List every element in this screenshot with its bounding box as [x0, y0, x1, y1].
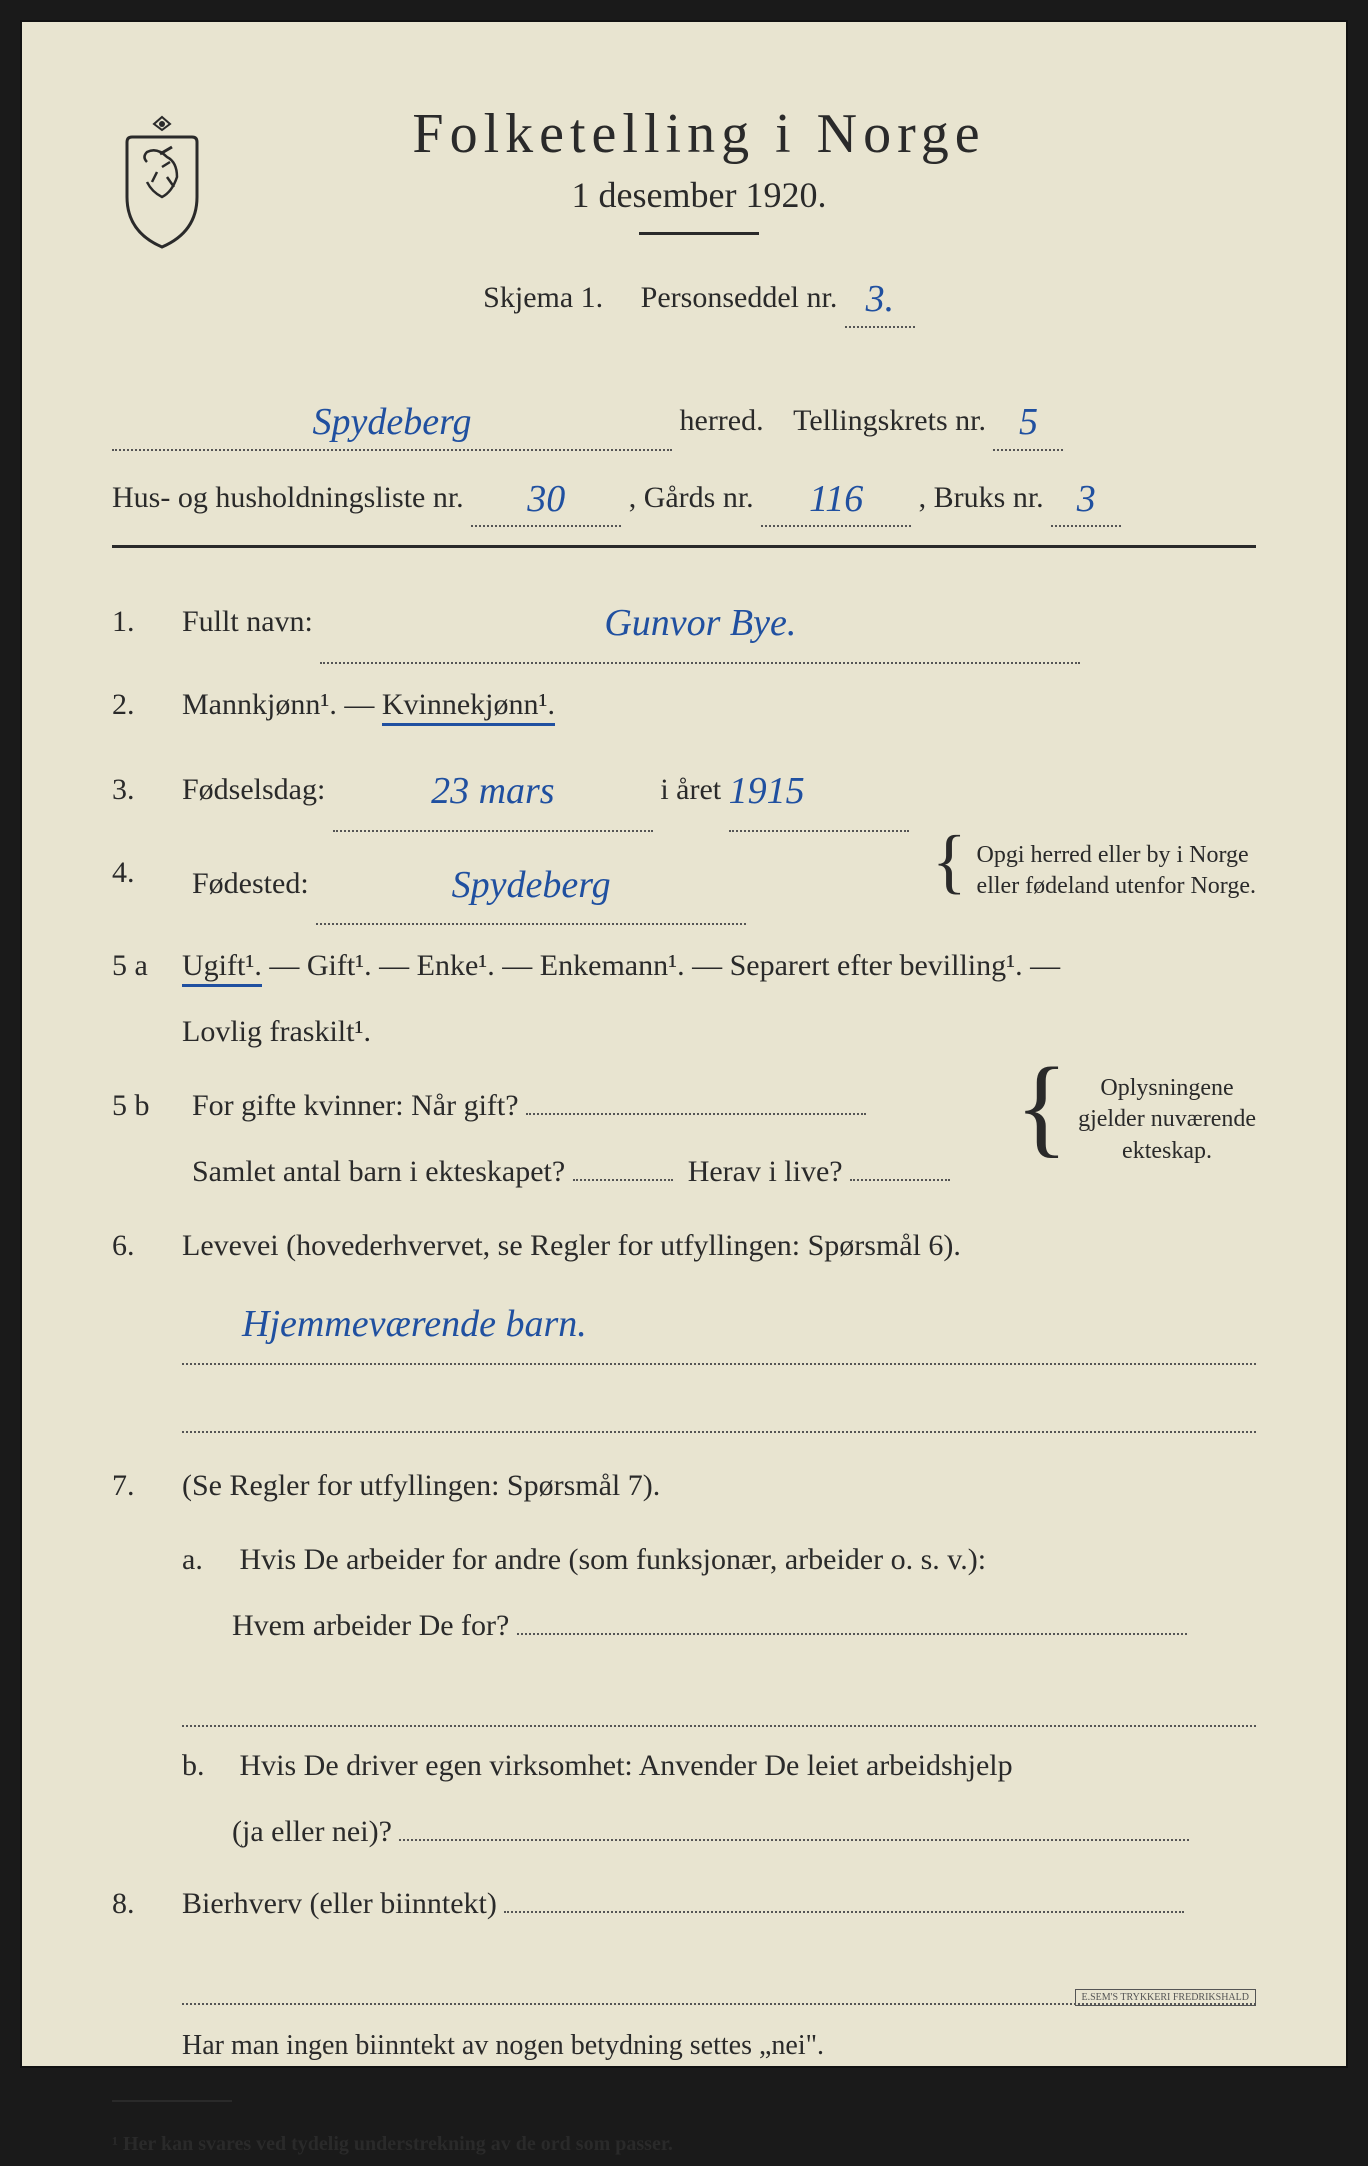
hus-nr: 30 [527, 478, 565, 520]
q5b: 5 b For gifte kvinner: Når gift? Samlet … [112, 1073, 1256, 1205]
q8: 8. Bierhverv (eller biinntekt) [112, 1871, 1256, 2005]
subtitle: 1 desember 1920. [242, 174, 1156, 216]
q5a-separert: Separert efter bevilling¹. [730, 949, 1023, 982]
q6: 6. Levevei (hovederhvervet, se Regler fo… [112, 1213, 1256, 1433]
divider [112, 545, 1256, 548]
q5b-l2: Samlet antal barn i ekteskapet? [192, 1155, 565, 1188]
q5a: 5 a Ugift¹. — Gift¹. — Enke¹. — Enkemann… [112, 933, 1256, 1065]
q2-num: 2. [112, 672, 182, 738]
q6-label: Levevei (hovederhvervet, se Regler for u… [182, 1229, 961, 1262]
q3-label: Fødselsdag: [182, 773, 325, 806]
q4-num: 4. [112, 840, 182, 906]
q7b-label2: (ja eller nei)? [182, 1815, 392, 1848]
q1: 1. Fullt navn: Gunvor Bye. [112, 578, 1256, 664]
brace-icon: { [932, 840, 967, 883]
q3-year: 1915 [729, 770, 805, 812]
q5a-num: 5 a [112, 933, 182, 999]
title-block: Folketelling i Norge 1 desember 1920. Sk… [242, 102, 1256, 348]
form-body: 1. Fullt navn: Gunvor Bye. 2. Mannkjønn¹… [112, 578, 1256, 2166]
title-rule [639, 232, 759, 235]
coat-of-arms-icon [112, 112, 212, 252]
q4-note: Opgi herred eller by i Norge eller fødel… [977, 840, 1256, 902]
q7b-label: Hvis De driver egen virksomhet: Anvender… [240, 1749, 1013, 1782]
q6-value: Hjemmeværende barn. [182, 1303, 587, 1345]
q5a-enke: Enke¹. [417, 949, 495, 982]
footnote-rule [112, 2100, 232, 2102]
q7a-letter: a. [182, 1527, 232, 1593]
bruks-nr: 3 [1077, 478, 1096, 520]
q8-num: 8. [112, 1871, 182, 1937]
herred-line: Spydeberg herred. Tellingskrets nr. 5 [112, 388, 1256, 451]
printer-mark: E.SEM'S TRYKKERI FREDRIKSHALD [1075, 1989, 1256, 2006]
q5a-ugift: Ugift¹. [182, 949, 262, 987]
footnote: ¹ Her kan svares ved tydelig understrekn… [112, 2122, 1256, 2166]
q5a-gift: Gift¹. [307, 949, 372, 982]
krets-nr: 5 [1019, 401, 1038, 443]
slip-number: 3. [866, 278, 895, 320]
q7b: b. Hvis De driver egen virksomhet: Anven… [182, 1733, 1256, 1865]
q1-label: Fullt navn: [182, 605, 313, 638]
main-title: Folketelling i Norge [242, 102, 1156, 166]
q1-num: 1. [112, 589, 182, 655]
q2-male: Mannkjønn¹. [182, 688, 337, 721]
hus-label: Hus- og husholdningsliste nr. [112, 481, 464, 514]
footer-note: Har man ingen biinntekt av nogen betydni… [182, 2015, 1256, 2077]
q7a-label2: Hvem arbeider De for? [182, 1609, 509, 1642]
form-label: Skjema 1. [483, 281, 603, 314]
q7a: a. Hvis De arbeider for andre (som funks… [182, 1527, 1256, 1727]
q2-female: Kvinnekjønn¹. [382, 688, 555, 726]
herred-value: Spydeberg [313, 401, 472, 443]
q8-label: Bierhverv (eller biinntekt) [182, 1887, 497, 1920]
krets-label: Tellingskrets nr. [793, 404, 986, 437]
q3: 3. Fødselsdag: 23 mars i året 1915 [112, 746, 1256, 832]
q3-day: 23 mars [431, 770, 555, 812]
hus-line: Hus- og husholdningsliste nr. 30 , Gårds… [112, 465, 1256, 528]
slip-label: Personseddel nr. [641, 281, 838, 314]
q7: 7. (Se Regler for utfyllingen: Spørsmål … [112, 1453, 1256, 1519]
q2: 2. Mannkjønn¹. — Kvinnekjønn¹. [112, 672, 1256, 738]
q1-value: Gunvor Bye. [604, 602, 796, 644]
q4-label: Fødested: [192, 867, 309, 900]
q7b-letter: b. [182, 1733, 232, 1799]
q4: 4. Fødested: Spydeberg { Opgi herred ell… [112, 840, 1256, 926]
meta-block: Skjema 1. Personseddel nr. 3. [242, 265, 1156, 328]
q5b-num: 5 b [112, 1073, 182, 1139]
census-form-page: Folketelling i Norge 1 desember 1920. Sk… [20, 20, 1348, 2068]
bruks-label: , Bruks nr. [919, 481, 1044, 514]
q4-value: Spydeberg [452, 864, 611, 906]
q5b-note: Oplysningene gjelder nuværende ekteskap. [1078, 1073, 1256, 1167]
q3-mid: i året [660, 773, 721, 806]
q5a-fraskilt: Lovlig fraskilt¹. [182, 1015, 371, 1048]
brace-icon: { [1015, 1073, 1068, 1139]
q6-num: 6. [112, 1213, 182, 1279]
gards-nr: 116 [809, 478, 863, 520]
q7-label: (Se Regler for utfyllingen: Spørsmål 7). [182, 1453, 1256, 1519]
herred-label: herred. [680, 404, 764, 437]
q7-num: 7. [112, 1453, 182, 1519]
q5b-l3: Herav i live? [688, 1155, 843, 1188]
q5a-enkemann: Enkemann¹. [540, 949, 685, 982]
q5b-l1: For gifte kvinner: Når gift? [192, 1089, 519, 1122]
header: Folketelling i Norge 1 desember 1920. Sk… [112, 102, 1256, 348]
gards-label: , Gårds nr. [629, 481, 754, 514]
q3-num: 3. [112, 757, 182, 823]
q7a-label: Hvis De arbeider for andre (som funksjon… [240, 1543, 987, 1576]
